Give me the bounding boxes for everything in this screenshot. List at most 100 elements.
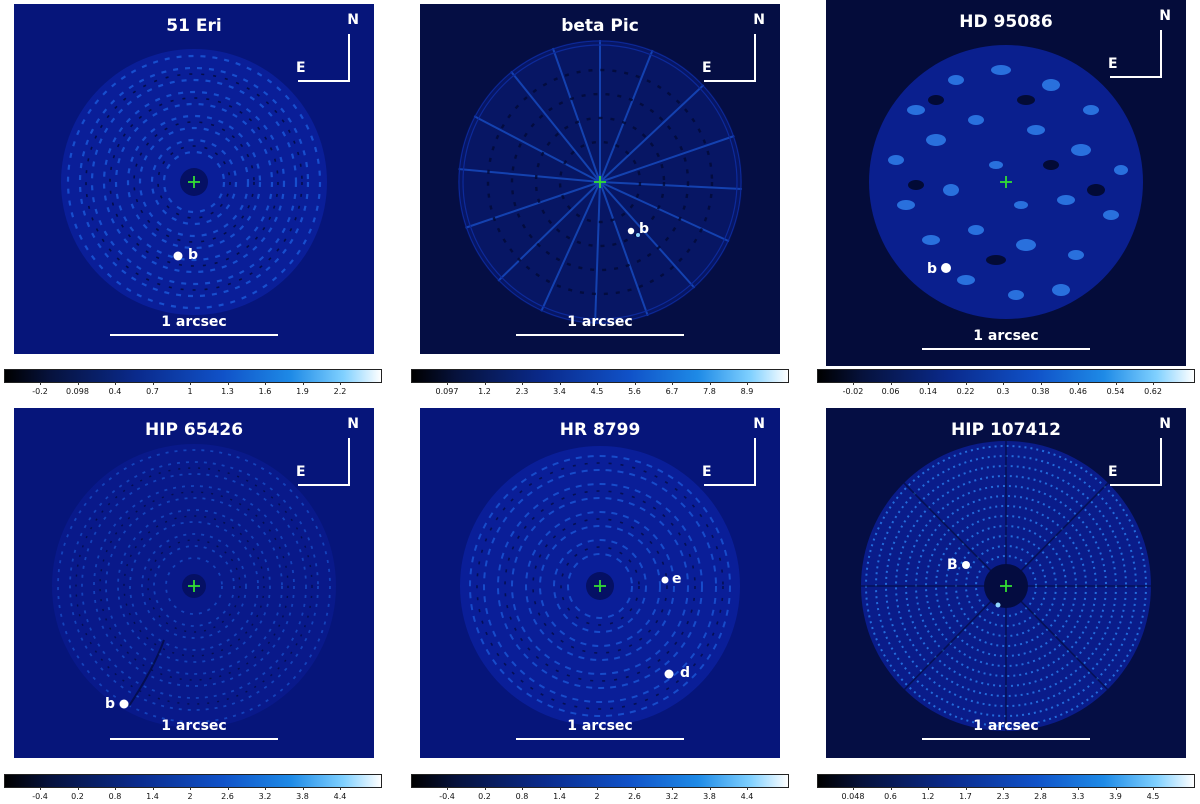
panel-title: beta Pic <box>561 16 639 36</box>
north-label: N <box>1159 8 1171 24</box>
colorbar-tick-label: 4.5 <box>590 387 604 396</box>
colorbar-tick-label: 0.2 <box>478 792 491 801</box>
star-position-marker <box>188 176 200 188</box>
colorbar-tick-mark <box>1153 787 1154 790</box>
colorbar-tick-mark <box>634 787 636 790</box>
colorbar-tick-mark <box>1115 382 1117 385</box>
scale-bar: 1 arcsec <box>922 328 1090 350</box>
residual-image <box>826 408 1186 758</box>
companion-label: d <box>680 665 691 681</box>
colorbar-tick-label: 2.6 <box>628 792 641 801</box>
colorbar-tick-label: 7.8 <box>703 387 716 396</box>
scale-label: 1 arcsec <box>567 718 633 734</box>
scale-line <box>516 334 684 336</box>
colorbar-tick-mark <box>484 787 486 790</box>
colorbar-tick-mark <box>965 787 967 790</box>
colorbar-tick-mark <box>890 787 892 790</box>
colorbar-tick-mark <box>1115 787 1117 790</box>
residual-image <box>14 408 374 758</box>
colorbar-tick-mark <box>40 787 41 790</box>
scale-label: 1 arcsec <box>973 328 1039 344</box>
panel-hip-107412: HIP 107412 N E B 1 arcsec <box>826 408 1186 758</box>
colorbar-tick-mark <box>597 382 598 385</box>
colorbar-tick-mark <box>190 382 191 385</box>
colorbar-gradient <box>411 774 789 788</box>
colorbar-tick-label: 8.9 <box>740 387 754 396</box>
colorbar-tick-label: 0.14 <box>919 387 937 396</box>
east-label: E <box>296 60 306 76</box>
panel-title: HIP 65426 <box>144 420 244 440</box>
panel-title: HR 8799 <box>559 420 641 440</box>
colorbar-tick-mark <box>77 787 79 790</box>
colorbar-beta-pic: 0.097 1.2 2.3 3.4 4.5 5.6 6.7 7.8 8.9 <box>411 369 789 397</box>
east-label: E <box>1108 464 1118 480</box>
colorbar-tick-label: 2.3 <box>996 792 1010 801</box>
colorbar-tick-mark <box>747 382 748 385</box>
scale-bar: 1 arcsec <box>516 314 684 336</box>
north-label: N <box>347 12 359 28</box>
compass: N E <box>698 416 765 488</box>
colorbar-tick-label: 3.2 <box>258 792 272 801</box>
north-arrow <box>348 34 350 82</box>
colorbar-51-eri: -0.2 0.098 0.4 0.7 1 1.3 1.6 1.9 2.2 <box>4 369 382 397</box>
east-label: E <box>702 464 712 480</box>
colorbar-tick-mark <box>965 382 967 385</box>
companion-label: b <box>188 247 199 263</box>
north-label: N <box>1159 416 1171 432</box>
colorbar-tick-mark <box>559 382 561 385</box>
colorbar-tick-label: 0.3 <box>996 387 1010 396</box>
colorbar-tick-label: 0.097 <box>435 387 459 396</box>
colorbar-tick-label: 3.8 <box>703 792 716 801</box>
east-label: E <box>702 60 712 76</box>
colorbar-tick-mark <box>1040 787 1042 790</box>
companion-label: B <box>947 557 958 573</box>
colorbar-tick-label: 0.098 <box>66 387 89 396</box>
colorbar-tick-mark <box>634 382 636 385</box>
colorbar-tick-label: 1.2 <box>921 792 935 801</box>
colorbar-tick-mark <box>597 787 598 790</box>
colorbar-tick-mark <box>265 787 266 790</box>
north-label: N <box>753 12 765 28</box>
colorbar-tick-label: 0.6 <box>884 792 897 801</box>
east-arrow <box>298 80 350 82</box>
colorbar-hd-95086: -0.02 0.06 0.14 0.22 0.3 0.38 0.46 0.54 0.62 <box>817 369 1195 397</box>
colorbar-tick-mark <box>190 787 191 790</box>
colorbar-tick-label: 1.3 <box>221 387 234 396</box>
colorbar-tick-mark <box>853 787 854 790</box>
scale-bar: 1 arcsec <box>516 718 684 740</box>
colorbar-tick-label: 0.7 <box>146 387 159 396</box>
colorbar-tick-label: 2.8 <box>1034 792 1047 801</box>
scale-line <box>516 738 684 740</box>
colorbar-tick-label: 4.4 <box>740 792 754 801</box>
colorbar-gradient <box>817 369 1195 383</box>
colorbar-tick-label: 0.46 <box>1069 387 1087 396</box>
colorbar-tick-mark <box>672 787 673 790</box>
colorbar-tick-label: 3.2 <box>665 792 679 801</box>
colorbar-tick-label: 2.3 <box>515 387 529 396</box>
colorbar-tick-mark <box>302 787 304 790</box>
panel-title: 51 Eri <box>166 16 222 36</box>
residual-image <box>420 4 780 354</box>
colorbar-tick-mark <box>115 382 116 385</box>
colorbar-tick-label: 0.22 <box>956 387 975 396</box>
colorbar-hip-65426: -0.4 0.2 0.8 1.4 2 2.6 3.2 3.8 4.4 <box>4 774 382 802</box>
east-arrow <box>1110 484 1162 486</box>
star-position-marker <box>1000 580 1012 592</box>
colorbar-gradient <box>411 369 789 383</box>
colorbar-tick-mark <box>709 382 711 385</box>
north-arrow <box>754 34 756 82</box>
scale-line <box>922 738 1090 740</box>
north-arrow <box>754 438 756 486</box>
colorbar-tick-mark <box>928 382 929 385</box>
colorbar-tick-mark <box>559 787 561 790</box>
scale-bar: 1 arcsec <box>110 314 278 336</box>
colorbar-tick-mark <box>77 382 79 385</box>
colorbar-tick-mark <box>227 382 229 385</box>
star-position-marker <box>1000 176 1012 188</box>
scale-line <box>110 738 278 740</box>
colorbar-tick-mark <box>265 382 266 385</box>
north-arrow <box>1160 438 1162 486</box>
scale-label: 1 arcsec <box>161 718 227 734</box>
colorbar-tick-mark <box>447 787 448 790</box>
colorbar-tick-mark <box>928 787 929 790</box>
